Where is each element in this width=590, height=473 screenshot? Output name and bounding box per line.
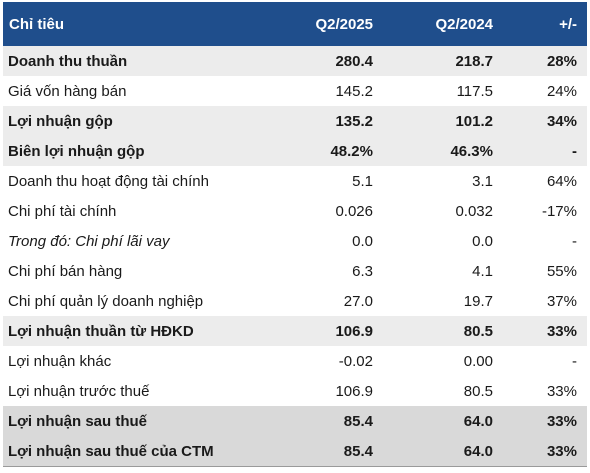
row-q2-2024: 80.5: [463, 322, 493, 340]
row-change: 34%: [546, 112, 577, 130]
row-q2-2025: 106.9: [335, 322, 373, 340]
row-label: Lợi nhuận sau thuế: [8, 412, 147, 430]
table-row: Trong đó: Chi phí lãi vay 0.0 0.0 -: [3, 226, 587, 256]
header-label: Chỉ tiêu: [9, 15, 64, 33]
row-q2-2025: 145.2: [335, 82, 373, 100]
row-q2-2024: 101.2: [455, 112, 493, 130]
table-row: Lợi nhuận sau thuế 85.4 64.0 33%: [3, 406, 587, 436]
row-label: Biên lợi nhuận gộp: [8, 142, 145, 160]
row-q2-2024: 117.5: [456, 82, 493, 100]
row-change: -17%: [541, 202, 577, 220]
row-label: Chi phí quản lý doanh nghiệp: [8, 292, 204, 310]
row-label: Chi phí bán hàng: [8, 262, 123, 280]
header-change: +/-: [559, 15, 577, 33]
row-q2-2024: 0.0: [472, 232, 493, 250]
row-change: -: [572, 232, 577, 250]
row-label: Lợi nhuận trước thuế: [8, 382, 150, 400]
table-row: Doanh thu hoạt động tài chính 5.1 3.1 64…: [3, 166, 587, 196]
row-change: 55%: [546, 262, 577, 280]
row-label: Doanh thu hoạt động tài chính: [8, 172, 209, 190]
table-row: Chi phí bán hàng 6.3 4.1 55%: [3, 256, 587, 286]
row-q2-2025: 48.2%: [330, 142, 373, 160]
row-q2-2025: 27.0: [343, 292, 373, 310]
row-label: Lợi nhuận thuần từ HĐKD: [8, 322, 194, 340]
row-change: 28%: [546, 52, 577, 70]
row-label: Lợi nhuận gộp: [8, 112, 113, 130]
row-label: Trong đó: Chi phí lãi vay: [8, 232, 170, 250]
row-q2-2025: 5.1: [352, 172, 373, 190]
row-change: 37%: [546, 292, 577, 310]
row-q2-2024: 0.032: [455, 202, 493, 220]
row-q2-2024: 3.1: [472, 172, 493, 190]
table-row: Biên lợi nhuận gộp 48.2% 46.3% -: [3, 136, 587, 166]
row-change: 33%: [546, 442, 577, 460]
row-q2-2025: 280.4: [335, 52, 373, 70]
row-q2-2025: 6.3: [352, 262, 373, 280]
table-header: Chỉ tiêu Q2/2025 Q2/2024 +/-: [3, 2, 587, 46]
row-change: -: [572, 142, 577, 160]
row-label: Lợi nhuận khác: [8, 352, 112, 370]
row-label: Chi phí tài chính: [8, 202, 117, 220]
row-label: Giá vốn hàng bán: [8, 82, 127, 100]
row-label: Doanh thu thuần: [8, 52, 128, 70]
row-change: 24%: [546, 82, 577, 100]
header-q2-2024: Q2/2024: [435, 15, 493, 33]
row-label: Lợi nhuận sau thuế của CTM: [8, 442, 214, 460]
table-row: Lợi nhuận gộp 135.2 101.2 34%: [3, 106, 587, 136]
row-q2-2024: 0.00: [463, 352, 493, 370]
row-q2-2025: 85.4: [343, 412, 373, 430]
table-row: Lợi nhuận thuần từ HĐKD 106.9 80.5 33%: [3, 316, 587, 346]
table-row: Doanh thu thuần 280.4 218.7 28%: [3, 46, 587, 76]
row-change: 33%: [546, 382, 577, 400]
row-q2-2024: 19.7: [463, 292, 493, 310]
row-change: -: [572, 352, 577, 370]
header-q2-2025: Q2/2025: [315, 15, 373, 33]
row-q2-2024: 64.0: [463, 412, 493, 430]
row-change: 64%: [546, 172, 577, 190]
row-change: 33%: [546, 412, 577, 430]
income-statement-table: Chỉ tiêu Q2/2025 Q2/2024 +/- Doanh thu t…: [3, 2, 587, 467]
row-q2-2025: 0.026: [335, 202, 373, 220]
table-row: Giá vốn hàng bán 145.2 117.5 24%: [3, 76, 587, 106]
row-q2-2025: 0.0: [352, 232, 373, 250]
row-change: 33%: [546, 322, 577, 340]
row-q2-2024: 46.3%: [450, 142, 493, 160]
row-q2-2024: 64.0: [463, 442, 493, 460]
row-q2-2025: 135.2: [335, 112, 373, 130]
row-q2-2024: 80.5: [463, 382, 493, 400]
row-q2-2025: 106.9: [335, 382, 373, 400]
row-q2-2025: -0.02: [338, 352, 373, 370]
row-q2-2025: 85.4: [343, 442, 373, 460]
row-q2-2024: 4.1: [472, 262, 493, 280]
row-q2-2024: 218.7: [455, 52, 493, 70]
table-row: Lợi nhuận sau thuế của CTM 85.4 64.0 33%: [3, 436, 587, 467]
table-row: Lợi nhuận khác -0.02 0.00 -: [3, 346, 587, 376]
table-row: Chi phí tài chính 0.026 0.032 -17%: [3, 196, 587, 226]
table-row: Lợi nhuận trước thuế 106.9 80.5 33%: [3, 376, 587, 406]
table-row: Chi phí quản lý doanh nghiệp 27.0 19.7 3…: [3, 286, 587, 316]
